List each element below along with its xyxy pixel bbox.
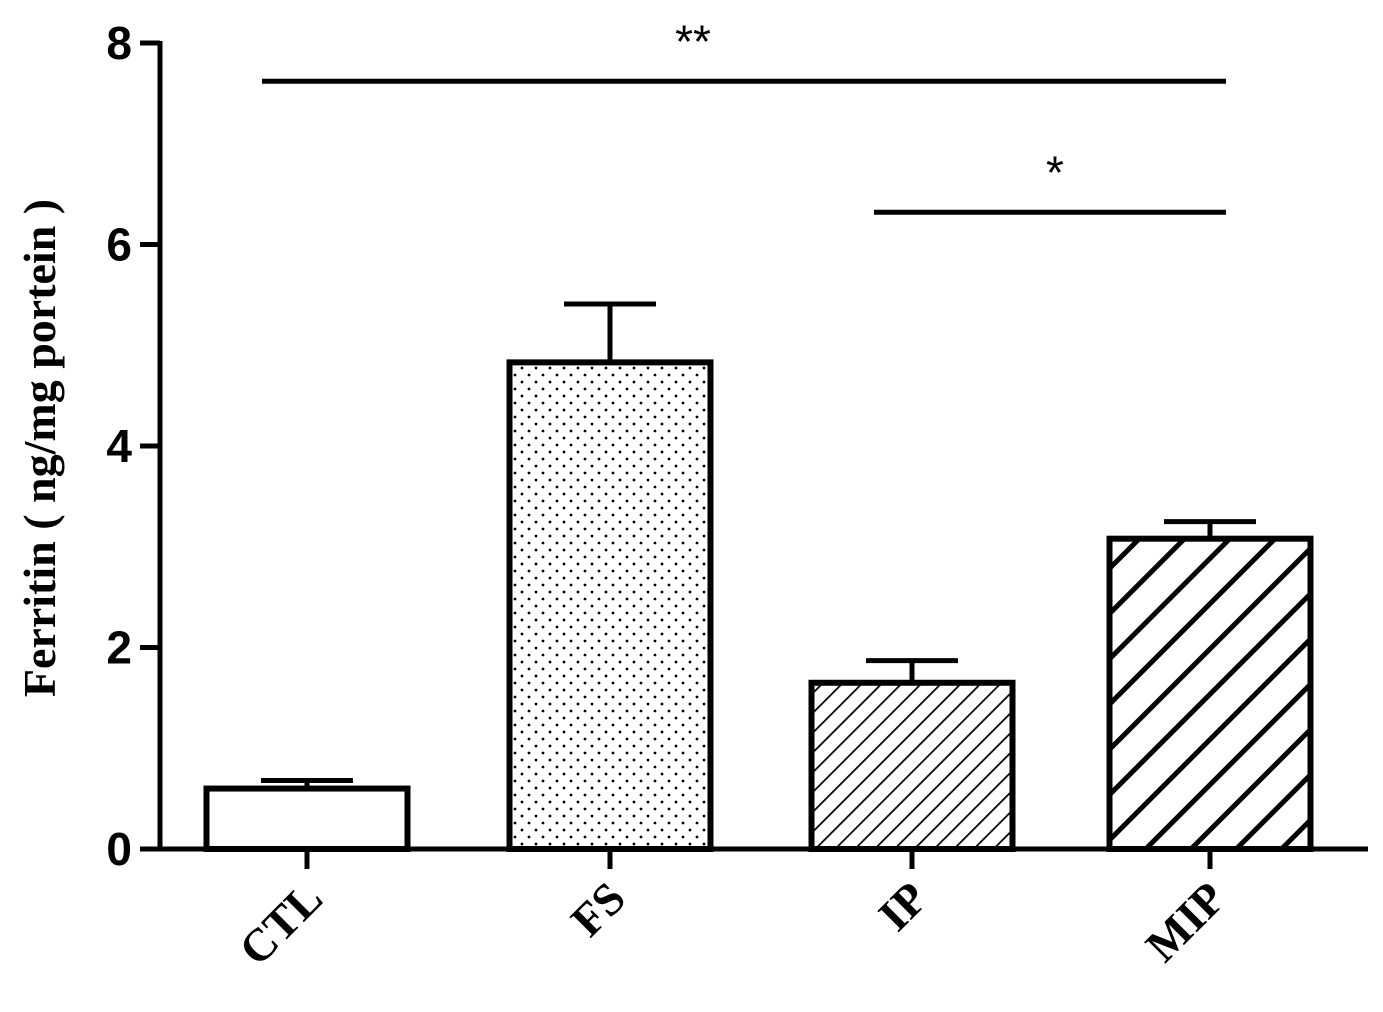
bar-ip	[808, 679, 1016, 853]
y-tick-label: 0	[106, 823, 132, 875]
y-tick-label: 8	[106, 17, 132, 69]
y-tick-label: 4	[106, 420, 132, 472]
x-tick-label: FS	[561, 872, 635, 946]
significance-label: *	[1046, 146, 1064, 198]
y-tick-label: 2	[106, 622, 132, 674]
y-axis-title: Ferritin ( ng/mg portein )	[14, 199, 65, 697]
bar-ctl	[203, 785, 411, 852]
x-tick-label: IP	[868, 872, 937, 941]
significance-label: **	[675, 15, 711, 67]
bar-fs	[506, 359, 714, 852]
y-tick-label: 6	[106, 219, 132, 271]
x-tick-label: MIP	[1136, 872, 1235, 971]
x-tick-label: CTL	[229, 872, 332, 975]
significance-group: ***	[262, 15, 1226, 215]
bar-mip	[1106, 535, 1314, 852]
bars-group	[203, 301, 1314, 853]
